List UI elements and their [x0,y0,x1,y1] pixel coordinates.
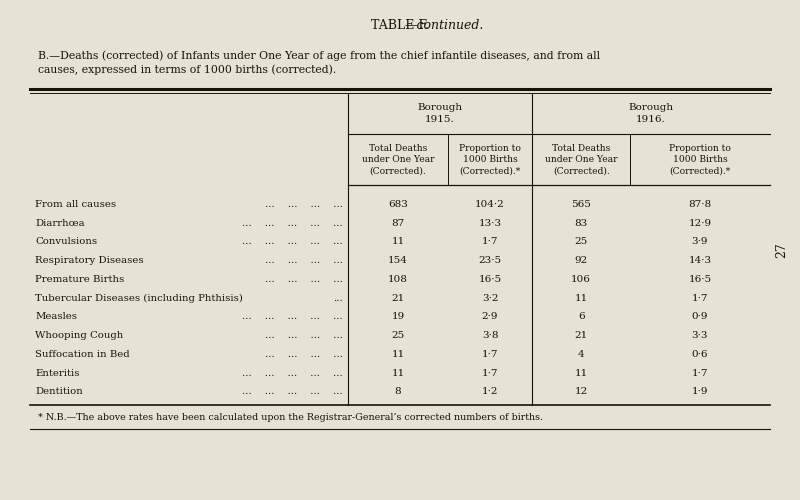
Text: 1·7: 1·7 [692,294,708,302]
Text: 1·2: 1·2 [482,388,498,396]
Text: 1·7: 1·7 [482,238,498,246]
Text: Dentition: Dentition [35,388,83,396]
Text: 1·7: 1·7 [482,350,498,359]
Text: —continued.: —continued. [404,19,484,32]
Text: ...    ...    ...    ...: ... ... ... ... [266,256,343,265]
Text: 83: 83 [574,218,588,228]
Text: ...    ...    ...    ...: ... ... ... ... [266,331,343,340]
Text: 19: 19 [391,312,405,322]
Text: Suffocation in Bed: Suffocation in Bed [35,350,130,359]
Text: 27: 27 [775,242,788,258]
Text: Borough
1916.: Borough 1916. [628,104,674,124]
Text: 16·5: 16·5 [689,275,711,284]
Text: Whooping Cough: Whooping Cough [35,331,123,340]
Text: 106: 106 [571,275,591,284]
Text: * N.B.—The above rates have been calculated upon the Registrar-General’s correct: * N.B.—The above rates have been calcula… [38,413,543,422]
Text: ...    ...    ...    ...    ...: ... ... ... ... ... [242,388,343,396]
Text: ...: ... [334,294,343,302]
Text: ...    ...    ...    ...: ... ... ... ... [266,200,343,209]
Text: ...    ...    ...    ...: ... ... ... ... [266,275,343,284]
Text: Premature Births: Premature Births [35,275,125,284]
Text: ...    ...    ...    ...: ... ... ... ... [266,350,343,359]
Text: 25: 25 [574,238,588,246]
Text: 92: 92 [574,256,588,265]
Text: 23·5: 23·5 [478,256,502,265]
Text: Enteritis: Enteritis [35,368,80,378]
Text: 565: 565 [571,200,591,209]
Text: 87·8: 87·8 [689,200,711,209]
Text: 12·9: 12·9 [689,218,711,228]
Text: 683: 683 [388,200,408,209]
Text: Total Deaths
under One Year
(Corrected).: Total Deaths under One Year (Corrected). [545,144,618,176]
Text: 8: 8 [394,388,402,396]
Text: 154: 154 [388,256,408,265]
Text: 4: 4 [578,350,585,359]
Text: 11: 11 [574,294,588,302]
Text: 12: 12 [574,388,588,396]
Text: 1·7: 1·7 [692,368,708,378]
Text: Proportion to
1000 Births
(Corrected).*: Proportion to 1000 Births (Corrected).* [669,144,731,176]
Text: 0·9: 0·9 [692,312,708,322]
Text: 3·9: 3·9 [692,238,708,246]
Text: 87: 87 [391,218,405,228]
Text: 14·3: 14·3 [689,256,711,265]
Text: Proportion to
1000 Births
(Corrected).*: Proportion to 1000 Births (Corrected).* [459,144,521,176]
Text: 21: 21 [391,294,405,302]
Text: Total Deaths
under One Year
(Corrected).: Total Deaths under One Year (Corrected). [362,144,434,176]
Text: Borough
1915.: Borough 1915. [418,104,462,124]
Text: Respiratory Diseases: Respiratory Diseases [35,256,144,265]
Text: 21: 21 [574,331,588,340]
Text: 0·6: 0·6 [692,350,708,359]
Text: Tubercular Diseases (including Phthisis): Tubercular Diseases (including Phthisis) [35,294,243,302]
Text: 11: 11 [574,368,588,378]
Text: 11: 11 [391,350,405,359]
Text: 1·7: 1·7 [482,368,498,378]
Text: 2·9: 2·9 [482,312,498,322]
Text: TABLE F.: TABLE F. [371,19,429,32]
Text: ...    ...    ...    ...    ...: ... ... ... ... ... [242,238,343,246]
Text: Measles: Measles [35,312,77,322]
Text: 1·9: 1·9 [692,388,708,396]
Text: ...    ...    ...    ...    ...: ... ... ... ... ... [242,312,343,322]
Text: ...    ...    ...    ...    ...: ... ... ... ... ... [242,368,343,378]
Text: B.—Deaths (corrected) of Infants under One Year of age from the chief infantile : B.—Deaths (corrected) of Infants under O… [38,50,601,75]
Text: 104·2: 104·2 [475,200,505,209]
Text: Diarrhœa: Diarrhœa [35,218,85,228]
Text: 108: 108 [388,275,408,284]
Text: 3·3: 3·3 [692,331,708,340]
Text: 3·2: 3·2 [482,294,498,302]
Text: From all causes: From all causes [35,200,116,209]
Text: 16·5: 16·5 [478,275,502,284]
Text: 11: 11 [391,238,405,246]
Text: 13·3: 13·3 [478,218,502,228]
Text: 11: 11 [391,368,405,378]
Text: 25: 25 [391,331,405,340]
Text: ...    ...    ...    ...    ...: ... ... ... ... ... [242,218,343,228]
Text: 6: 6 [578,312,585,322]
Text: Convulsions: Convulsions [35,238,98,246]
Text: 3·8: 3·8 [482,331,498,340]
